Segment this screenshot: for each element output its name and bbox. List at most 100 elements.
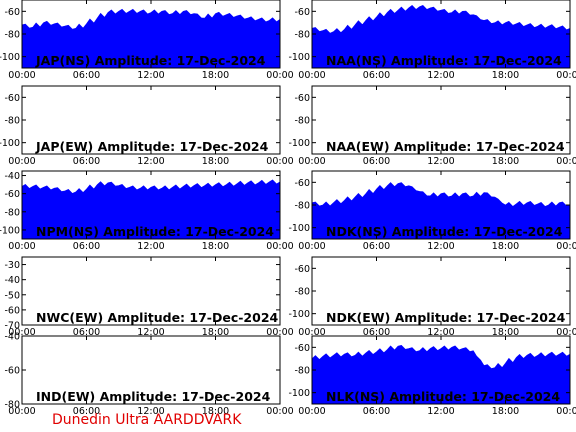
y-tick-label: -100	[288, 138, 310, 149]
y-tick-label: -80	[4, 207, 20, 218]
chart-panel-2: -60-80-10000:0006:0012:0018:0000:00NAA(N…	[288, 0, 576, 81]
panel-title: NDK(EW) Amplitude: 17-Dec-2024	[326, 310, 566, 325]
x-tick-label: 18:00	[492, 406, 519, 417]
y-tick-label: -80	[4, 116, 20, 127]
x-tick-label: 00:00	[298, 70, 325, 81]
y-tick-label: -80	[4, 30, 20, 41]
series-area	[21, 8, 281, 69]
x-tick-label: 18:00	[202, 70, 229, 81]
y-tick-label: -100	[0, 52, 20, 63]
y-tick-label: -50	[4, 290, 20, 301]
x-tick-label: 12:00	[427, 406, 454, 417]
y-tick-label: -60	[4, 366, 20, 377]
y-tick-label: -60	[294, 93, 310, 104]
x-tick-label: 18:00	[202, 406, 229, 417]
x-tick-label: 12:00	[137, 327, 164, 338]
x-tick-label: 12:00	[427, 156, 454, 167]
x-tick-label: 18:00	[202, 327, 229, 338]
y-tick-label: -80	[294, 366, 310, 377]
x-tick-label: 00:00	[266, 70, 293, 81]
chart-panel-4: -60-80-10000:0006:0012:0018:0000:00NAA(E…	[288, 85, 576, 167]
x-tick-label: 12:00	[137, 156, 164, 167]
x-tick-label: 00:00	[8, 406, 35, 417]
x-tick-label: 00:00	[266, 156, 293, 167]
y-tick-label: -100	[288, 388, 310, 399]
x-tick-label: 06:00	[363, 70, 390, 81]
y-tick-label: -100	[288, 223, 310, 234]
panel-title: JAP(EW) Amplitude: 17-Dec-2024	[35, 139, 269, 154]
x-tick-label: 00:00	[556, 156, 576, 167]
series-area	[311, 5, 571, 69]
x-tick-label: 00:00	[266, 327, 293, 338]
y-tick-label: -100	[0, 225, 20, 236]
x-tick-label: 00:00	[298, 406, 325, 417]
y-tick-label: -60	[4, 305, 20, 316]
x-tick-label: 00:00	[556, 327, 576, 338]
y-tick-label: -100	[288, 52, 310, 63]
panel-title: NLK(NS) Amplitude: 17-Dec-2024	[326, 389, 560, 404]
x-tick-label: 06:00	[73, 70, 100, 81]
panel-title: NDK(NS) Amplitude: 17-Dec-2024	[326, 224, 563, 239]
x-tick-label: 00:00	[298, 327, 325, 338]
panel-title: IND(EW) Amplitude: 17-Dec-2024	[36, 389, 271, 404]
y-tick-label: -70	[4, 321, 20, 332]
x-tick-label: 06:00	[363, 406, 390, 417]
x-tick-label: 12:00	[137, 241, 164, 252]
y-tick-label: -60	[4, 189, 20, 200]
y-tick-label: -80	[294, 30, 310, 41]
chart-panel-1: -60 -80 -100 00:00 06:00 12:00 18:00 00:00JAP(N…	[0, 0, 294, 81]
x-tick-label: 00:00	[8, 327, 35, 338]
series-area	[311, 344, 571, 405]
chart-panel-6: -60-80-10000:0006:0012:0018:0000:00NDK(N…	[288, 170, 576, 252]
x-tick-label: 12:00	[427, 327, 454, 338]
x-tick-label: 12:00	[427, 241, 454, 252]
x-tick-label: 00:00	[298, 156, 325, 167]
x-tick-label: 00:00	[8, 156, 35, 167]
footer-credit: Dunedin Ultra AARDDVARK	[52, 412, 242, 428]
x-tick-label: 18:00	[492, 70, 519, 81]
x-tick-label: 18:00	[492, 156, 519, 167]
x-tick-label: 00:00	[266, 241, 293, 252]
x-tick-label: 00:00	[8, 241, 35, 252]
y-tick-label: -60	[294, 343, 310, 354]
x-tick-label: 06:00	[73, 406, 100, 417]
y-tick-label: -40	[4, 332, 20, 343]
x-tick-label: 06:00	[363, 156, 390, 167]
series-area	[311, 182, 571, 240]
y-tick-label: -60	[4, 93, 20, 104]
chart-panel-8: -60-80-10000:0006:0012:0018:0000:00NDK(E…	[288, 256, 576, 338]
x-tick-label: 00:00	[8, 70, 35, 81]
x-tick-label: 12:00	[137, 406, 164, 417]
y-tick-label: -60	[294, 264, 310, 275]
x-tick-label: 18:00	[492, 327, 519, 338]
x-tick-label: 00:00	[556, 406, 576, 417]
x-tick-label: 06:00	[363, 327, 390, 338]
y-tick-label: -80	[294, 287, 310, 298]
y-tick-label: -60	[294, 7, 310, 18]
y-tick-label: -40	[4, 275, 20, 286]
x-tick-label: 00:00	[556, 70, 576, 81]
x-tick-label: 12:00	[137, 70, 164, 81]
x-tick-label: 12:00	[427, 70, 454, 81]
panel-title: NPM(NS) Amplitude: 17-Dec-2024	[36, 224, 274, 239]
panel-title: NAA(NS) Amplitude: 17-Dec-2024	[326, 53, 562, 68]
y-tick-label: -30	[4, 260, 20, 271]
x-tick-label: 06:00	[73, 327, 100, 338]
y-tick-label: -100	[0, 138, 20, 149]
x-tick-label: 06:00	[73, 156, 100, 167]
panel-title: JAP(NS) Amplitude: 17-Dec-2024	[35, 53, 266, 68]
y-tick-label: -100	[288, 309, 310, 320]
x-tick-label: 00:00	[556, 241, 576, 252]
x-tick-label: 06:00	[73, 241, 100, 252]
panel-title: NAA(EW) Amplitude: 17-Dec-2024	[326, 139, 565, 154]
x-tick-label: 06:00	[363, 241, 390, 252]
y-tick-label: -80	[4, 400, 20, 411]
x-tick-label: 00:00	[266, 406, 293, 417]
y-tick-label: -80	[294, 116, 310, 127]
series-area	[21, 179, 281, 240]
